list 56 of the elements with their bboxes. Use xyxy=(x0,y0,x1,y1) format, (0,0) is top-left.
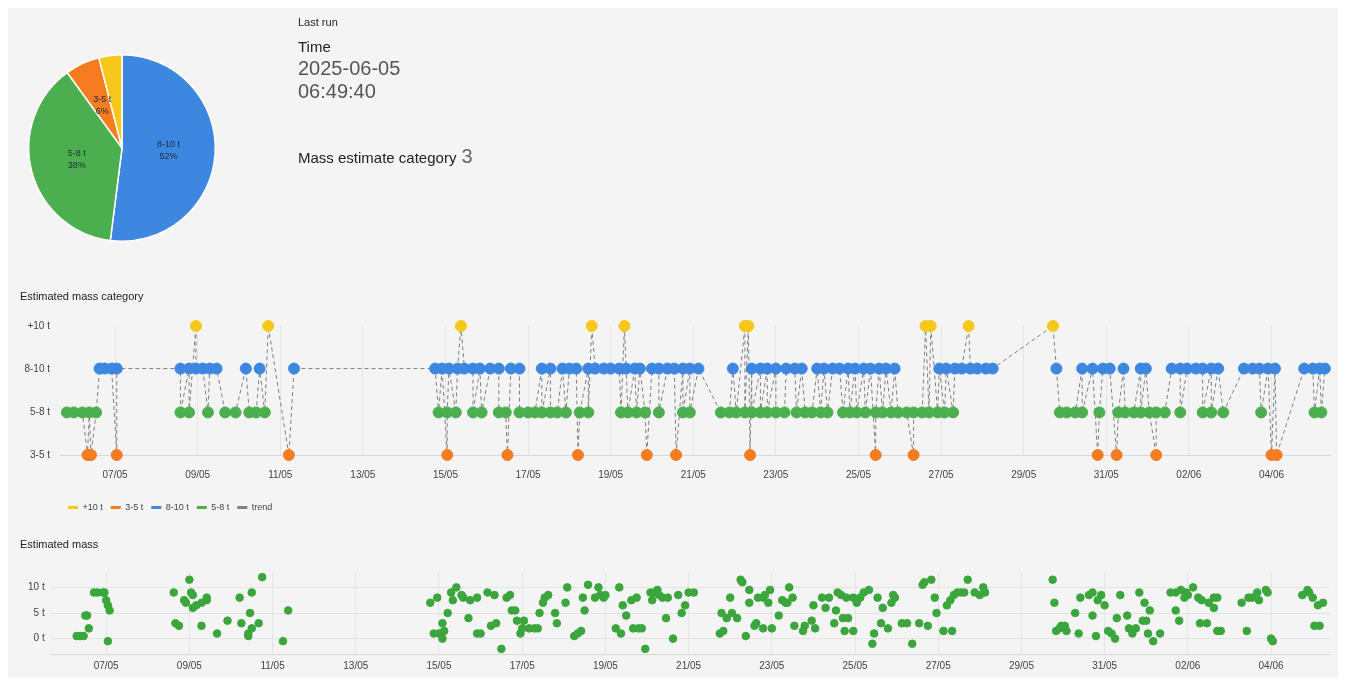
x-tick-label: 04/06 xyxy=(1258,468,1285,480)
x-tick-label: 29/05 xyxy=(1008,659,1035,671)
x-tick-label: 31/05 xyxy=(1093,468,1120,480)
text: 3 xyxy=(461,145,473,168)
legend-label: 3-5 t xyxy=(125,501,144,512)
x-tick-label: 19/05 xyxy=(592,659,619,671)
data-label: 6% xyxy=(95,106,109,117)
legend-label: +10 t xyxy=(82,501,104,512)
slice-label: 3-5 t xyxy=(93,94,112,105)
slice-label: 5-8 t xyxy=(67,148,87,159)
text: 06:49:40 xyxy=(298,80,377,103)
x-tick-label: 07/05 xyxy=(102,468,129,480)
x-tick-label: 25/05 xyxy=(845,468,872,480)
chart-title: Estimated mass xyxy=(19,538,100,552)
text: 8-10 t xyxy=(24,362,51,374)
x-tick-label: 31/05 xyxy=(1092,659,1118,671)
legend-label: trend xyxy=(251,501,273,512)
x-tick-label: 11/05 xyxy=(268,468,293,480)
x-tick-label: 09/05 xyxy=(176,659,203,671)
legend-label: 5-8 t xyxy=(211,501,230,512)
data-label: 38% xyxy=(67,160,86,171)
x-tick-label: 15/05 xyxy=(426,659,452,671)
text: Mass estimate category xyxy=(298,149,457,166)
x-tick-label: 29/05 xyxy=(1011,468,1037,480)
text: Last run xyxy=(298,16,339,28)
data-label: 52% xyxy=(159,151,178,162)
x-tick-label: 19/05 xyxy=(598,468,624,480)
y-tick-label: 10 t xyxy=(27,581,45,593)
x-tick-label: 17/05 xyxy=(509,659,536,671)
text: Time xyxy=(298,38,332,55)
slice-label: 8-10 t xyxy=(157,139,181,150)
text: 3-5 t xyxy=(29,448,51,460)
text: 2025-06-05 xyxy=(298,57,402,80)
x-tick-label: 04/06 xyxy=(1258,659,1285,671)
x-tick-label: 21/05 xyxy=(676,659,702,671)
x-tick-label: 17/05 xyxy=(515,468,542,480)
x-tick-label: 23/05 xyxy=(763,468,789,480)
x-tick-label: 27/05 xyxy=(928,468,955,480)
x-tick-label: 13/05 xyxy=(350,468,376,480)
text: +10 t xyxy=(27,319,51,331)
x-tick-label: 13/05 xyxy=(343,659,369,671)
x-tick-label: 09/05 xyxy=(185,468,211,480)
x-tick-label: 25/05 xyxy=(842,659,868,671)
x-tick-label: 02/06 xyxy=(1175,659,1201,671)
x-tick-label: 23/05 xyxy=(759,659,785,671)
y-tick-label: 0 t xyxy=(33,632,45,644)
legend-label: 8-10 t xyxy=(165,501,190,512)
chart-title: Estimated mass category xyxy=(19,290,145,304)
text: 5-8 t xyxy=(29,405,51,417)
x-tick-label: 21/05 xyxy=(680,468,707,480)
x-tick-label: 27/05 xyxy=(925,659,952,671)
x-tick-label: 15/05 xyxy=(432,468,459,480)
y-tick-label: 5 t xyxy=(33,606,45,618)
x-tick-label: 02/06 xyxy=(1176,468,1202,480)
x-tick-label: 11/05 xyxy=(260,659,286,671)
x-tick-label: 07/05 xyxy=(93,659,120,671)
